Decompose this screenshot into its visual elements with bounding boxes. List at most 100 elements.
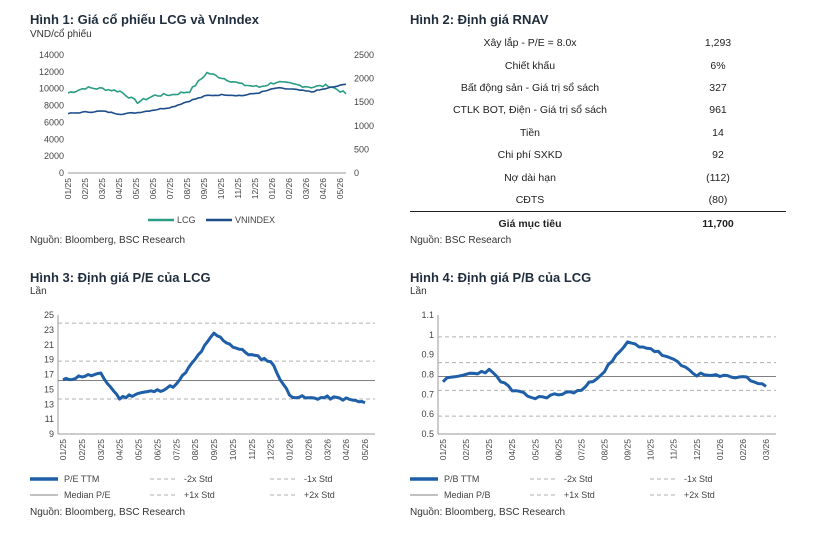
x-tick-label: 10/25	[228, 439, 238, 461]
fig1-unit: VND/cổ phiếu	[30, 29, 92, 40]
x-tick-label: 11/25	[247, 439, 257, 460]
fig4-unit: Lần	[410, 286, 427, 297]
y-left-tick-label: 2000	[44, 151, 64, 161]
x-tick-label: 05/25	[530, 439, 540, 461]
rnav-row: CĐTS (80)	[410, 189, 786, 212]
fig3-unit: Lần	[30, 286, 47, 297]
rnav-value: 1,293	[704, 37, 732, 50]
fig3-source: Nguồn: Bloomberg, BSC Research	[30, 507, 186, 518]
rnav-value: 14	[712, 126, 724, 139]
y-tick-label: 25	[44, 310, 54, 320]
x-tick-label: 06/25	[152, 439, 162, 461]
y-tick-label: 1	[429, 330, 434, 340]
y-left-tick-label: 0	[59, 168, 64, 178]
y-tick-label: 0.7	[421, 389, 434, 399]
legend-label: -1x Std	[304, 474, 333, 484]
legend-label: +2x Std	[684, 490, 715, 500]
x-tick-label: 07/25	[171, 439, 181, 461]
fig4-title: Hình 4: Định giá P/B của LCG	[410, 270, 592, 285]
rnav-label: Xây lắp - P/E = 8.0x	[483, 37, 577, 50]
y-tick-label: 9	[49, 429, 54, 439]
x-tick-label: 11/25	[669, 439, 679, 460]
rnav-row: Chiết khấu 6%	[410, 54, 786, 76]
y-tick-label: 17	[44, 370, 54, 380]
x-tick-label: 05/26	[360, 439, 370, 461]
x-tick-label: 01/26	[267, 178, 277, 200]
y-tick-label: 21	[44, 340, 54, 350]
x-tick-label: 04/25	[114, 178, 124, 200]
x-tick-label: 09/25	[209, 439, 219, 461]
x-tick-label: 05/25	[134, 439, 144, 461]
fig3-title: Hình 3: Định giá P/E của LCG	[30, 270, 211, 285]
x-tick-label: 04/26	[318, 178, 328, 200]
legend-label: +2x Std	[304, 490, 335, 500]
legend-label: P/B TTM	[444, 474, 479, 484]
x-tick-label: 12/25	[692, 439, 702, 461]
x-tick-label: 01/25	[63, 178, 73, 200]
legend-label: P/E TTM	[64, 474, 99, 484]
x-tick-label: 12/25	[250, 178, 260, 200]
x-tick-label: 11/25	[233, 178, 243, 199]
y-left-tick-label: 6000	[44, 117, 64, 127]
rnav-value: (112)	[706, 171, 730, 184]
rnav-table: Xây lắp - P/E = 8.0x 1,293 Chiết khấu 6% Bất…	[410, 32, 786, 237]
x-tick-label: 09/25	[199, 178, 209, 200]
legend-label: Median P/B	[444, 490, 491, 500]
x-tick-label: 01/26	[285, 439, 295, 461]
y-right-tick-label: 2000	[354, 74, 374, 84]
x-tick-label: 04/26	[341, 439, 351, 461]
rnav-body: Xây lắp - P/E = 8.0x 1,293 Chiết khấu 6% Bất…	[410, 32, 786, 237]
y-tick-label: 0.8	[421, 370, 434, 380]
valuation-line	[441, 340, 767, 401]
legend-label: -2x Std	[184, 474, 213, 484]
y-tick-label: 19	[44, 355, 54, 365]
x-tick-label: 04/25	[115, 439, 125, 461]
rnav-label: CTLK BOT, Điện - Giá trị sổ sách	[452, 104, 608, 117]
x-tick-label: 01/25	[58, 439, 68, 461]
y-left-tick-label: 4000	[44, 134, 64, 144]
x-tick-label: 04/25	[507, 439, 517, 461]
x-tick-label: 02/25	[77, 439, 87, 461]
y-left-tick-label: 10000	[39, 84, 64, 94]
x-tick-label: 07/25	[576, 439, 586, 461]
legend-label: LCG	[177, 215, 196, 225]
y-right-tick-label: 0	[354, 168, 359, 178]
legend-label: VNINDEX	[235, 215, 275, 225]
x-tick-label: 02/26	[738, 439, 748, 461]
x-tick-label: 08/25	[190, 439, 200, 461]
x-tick-label: 12/25	[266, 439, 276, 461]
rnav-value: (80)	[708, 193, 728, 206]
fig4-source: Nguồn: Bloomberg, BSC Research	[410, 507, 566, 518]
x-tick-label: 03/26	[301, 178, 311, 200]
x-tick-label: 02/26	[284, 178, 294, 200]
y-tick-label: 23	[44, 325, 54, 335]
x-tick-label: 05/25	[131, 178, 141, 200]
x-tick-label: 05/26	[335, 178, 345, 200]
y-left-tick-label: 8000	[44, 101, 64, 111]
rnav-label: Chi phí SXKD	[497, 149, 563, 162]
rnav-value: 6%	[710, 59, 726, 72]
rnav-row: Nợ dài hạn (112)	[410, 166, 786, 188]
rnav-row: Bất động sản - Giá trị sổ sách 327	[410, 77, 786, 99]
y-right-tick-label: 500	[354, 144, 369, 154]
y-tick-label: 0.6	[421, 409, 434, 419]
y-right-tick-label: 1000	[354, 121, 374, 131]
rnav-label: Chiết khấu	[504, 59, 556, 72]
rnav-row: CTLK BOT, Điện - Giá trị sổ sách 961	[410, 99, 786, 121]
rnav-label: Tiền	[519, 126, 541, 139]
x-tick-label: 03/25	[484, 439, 494, 461]
x-tick-label: 06/25	[553, 439, 563, 461]
rnav-row: Xây lắp - P/E = 8.0x 1,293	[410, 32, 786, 54]
fig2-title: Hình 2: Định giá RNAV	[410, 12, 549, 27]
rnav-row: Chi phí SXKD 92	[410, 144, 786, 166]
x-tick-label: 09/25	[623, 439, 633, 461]
rnav-value: 92	[712, 149, 724, 162]
legend-label: -2x Std	[564, 474, 593, 484]
x-tick-label: 02/25	[461, 439, 471, 461]
y-tick-label: 15	[44, 384, 54, 394]
x-tick-label: 06/25	[148, 178, 158, 200]
legend-label: +1x Std	[184, 490, 215, 500]
y-left-tick-label: 12000	[39, 67, 64, 77]
rnav-total-row: Giá mục tiêu 11,700	[410, 211, 786, 237]
y-right-tick-label: 1500	[354, 97, 374, 107]
